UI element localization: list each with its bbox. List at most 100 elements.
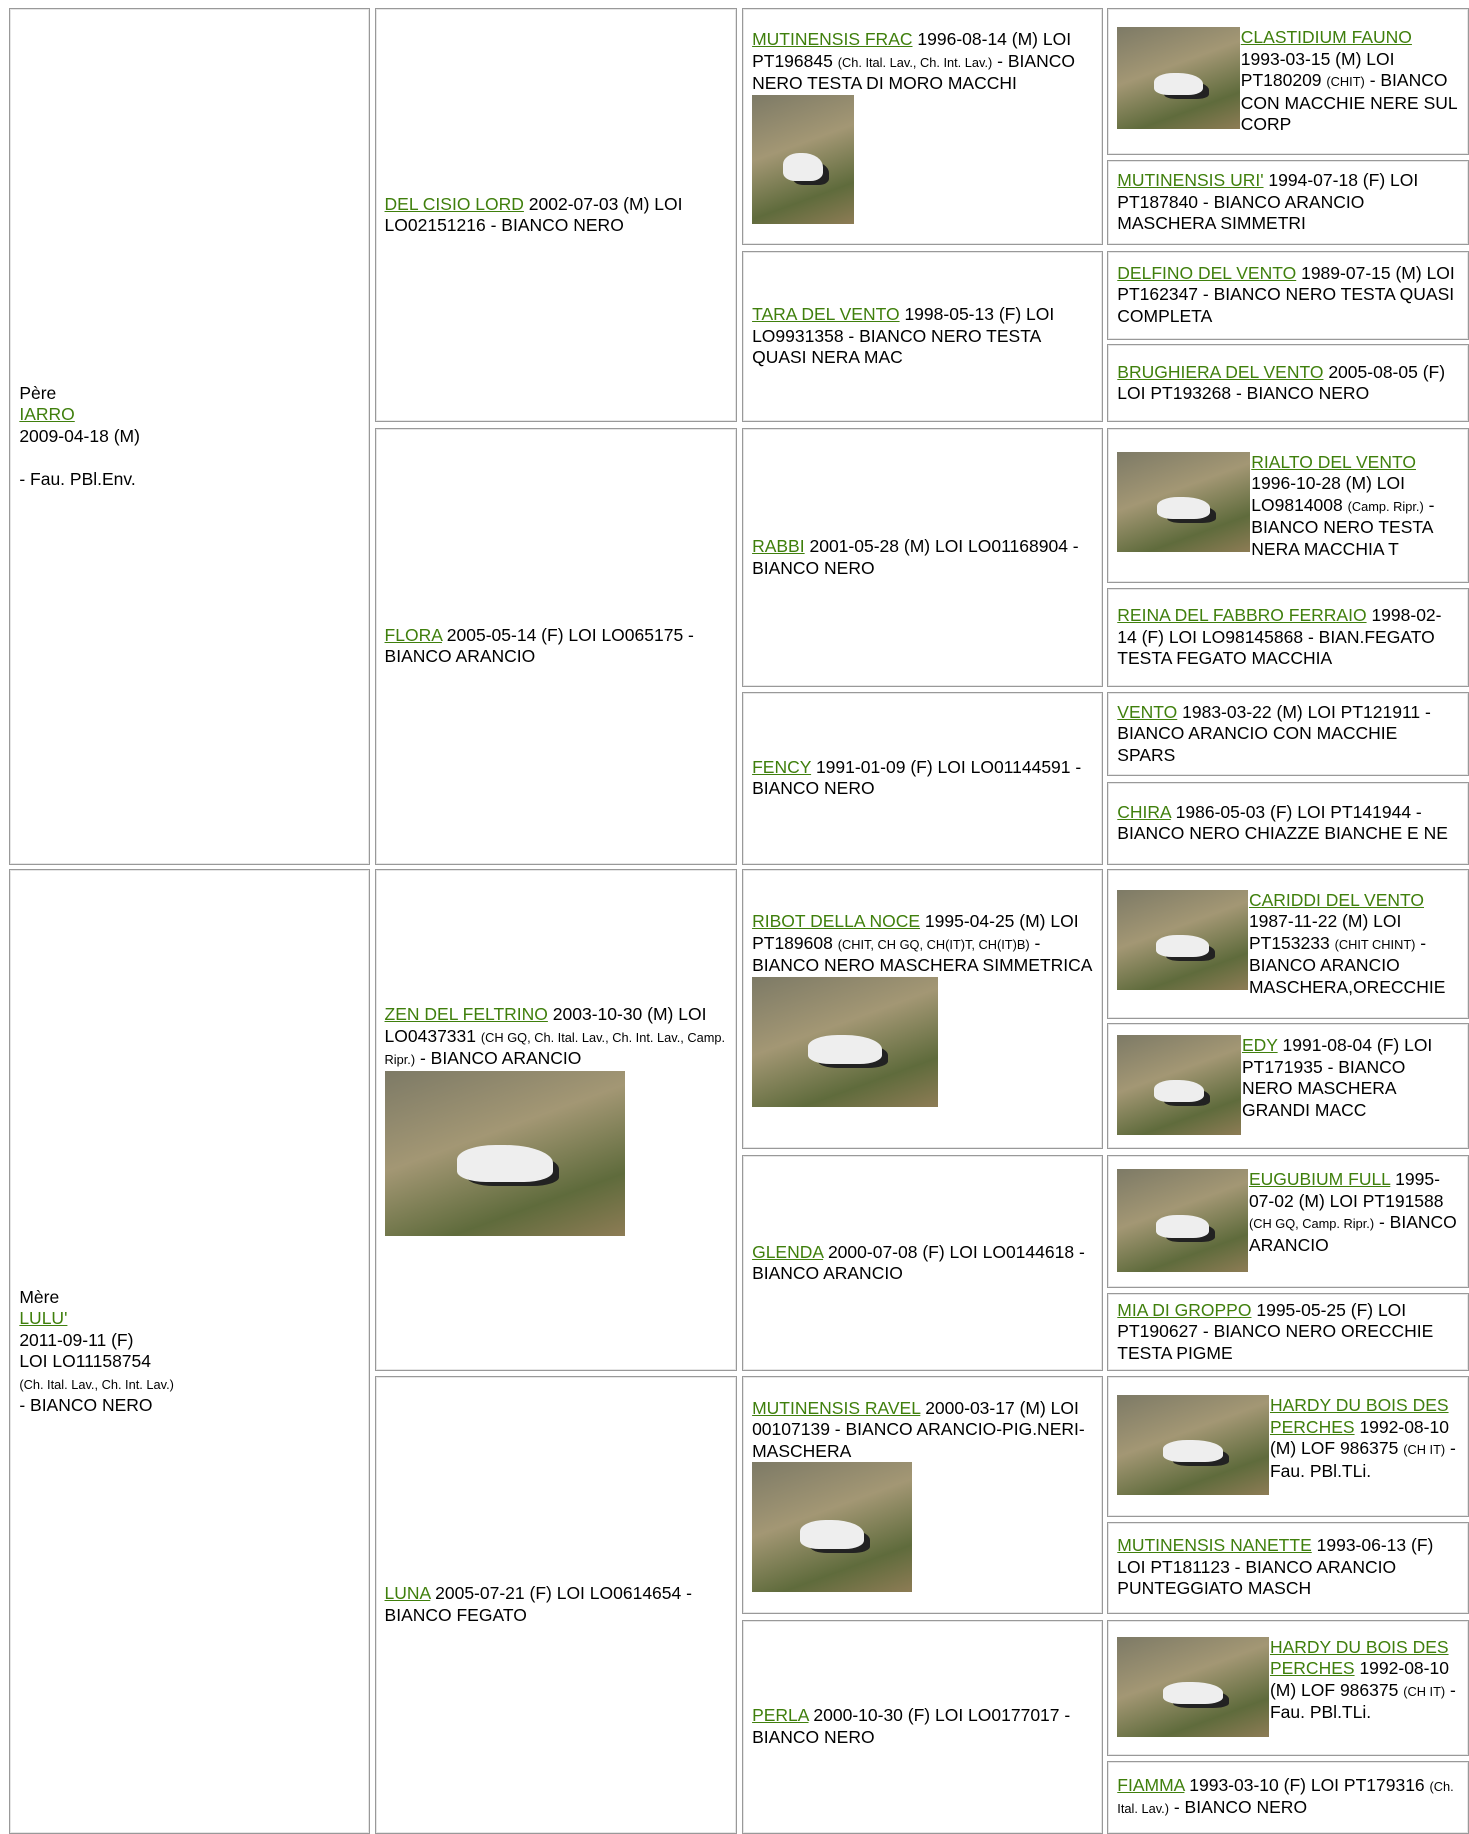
- cell-content: BRUGHIERA DEL VENTO 2005-08-05 (F) LOI P…: [1117, 362, 1459, 405]
- ancestor-info: 1994-07-18 (F) LOI PT187840 - BIANCO ARA…: [1117, 170, 1419, 234]
- ancestor-info: - Fau. PBl.TLi.: [1269, 1679, 1456, 1723]
- ancestor-name[interactable]: RABBI: [752, 536, 805, 557]
- dog-photo: [1117, 1395, 1269, 1496]
- ancestor-info: - BIANCO ARANCIO MASCHERA,ORECCHIE: [1248, 932, 1446, 997]
- dog-photo: [1117, 889, 1248, 991]
- dog-photo: [752, 1462, 912, 1592]
- ancestor-info: 2001-05-28 (M) LOI LO01168904 - BIANCO N…: [752, 536, 1079, 578]
- pedigree-cell: VENTO 1983-03-22 (M) LOI PT121911 - BIAN…: [1107, 691, 1469, 776]
- cell-content: MUTINENSIS URI' 1994-07-18 (F) LOI PT187…: [1117, 170, 1459, 235]
- detail-line: 2011-09-11 (F): [19, 1329, 134, 1350]
- pedigree-cell: DELFINO DEL VENTO 1989-07-15 (M) LOI PT1…: [1107, 250, 1469, 340]
- pedigree-cell: MUTINENSIS URI' 1994-07-18 (F) LOI PT187…: [1107, 159, 1469, 246]
- ancestor-info: - BIANCO NERO TESTA NERA MACCHIA T: [1251, 494, 1435, 559]
- pedigree-cell: HARDY DU BOIS DES PERCHES 1992-08-10 (M)…: [1107, 1619, 1469, 1757]
- ancestor-name[interactable]: PERLA: [752, 1705, 809, 1726]
- ancestor-name[interactable]: RIALTO DEL VENTO: [1251, 451, 1416, 472]
- pedigree-cell: RIALTO DEL VENTO 1996-10-28 (M) LOI LO98…: [1107, 428, 1469, 584]
- ancestor-info: 1993-03-15 (M) LOI PT180209: [1240, 48, 1395, 91]
- pedigree-cell: CLASTIDIUM FAUNO 1993-03-15 (M) LOI PT18…: [1107, 8, 1469, 156]
- cell-content: Père IARRO 2009-04-18 (M) - Fau. PBl.Env.: [19, 383, 360, 491]
- ancestor-info: 1983-03-22 (M) LOI PT121911 - BIANCO ARA…: [1117, 701, 1431, 765]
- ancestor-info: 2005-05-14 (F) LOI LO065175 - BIANCO ARA…: [384, 624, 694, 667]
- ancestor-name[interactable]: EDY: [1241, 1035, 1278, 1056]
- ancestor-info: 1995-07-02 (M) LOI PT191588: [1248, 1169, 1444, 1211]
- ancestor-name[interactable]: REINA DEL FABBRO FERRAIO: [1117, 605, 1367, 626]
- pedigree-cell: DEL CISIO LORD 2002-07-03 (M) LOI LO0215…: [374, 8, 738, 423]
- cell-content: CLASTIDIUM FAUNO 1993-03-15 (M) LOI PT18…: [1117, 27, 1459, 136]
- pedigree-cell: EUGUBIUM FULL 1995-07-02 (M) LOI PT19158…: [1107, 1155, 1469, 1289]
- cell-content: CHIRA 1986-05-03 (F) LOI PT141944 - BIAN…: [1117, 802, 1459, 845]
- ancestor-info: 2000-03-17 (M) LOI 00107139 - BIANCO ARA…: [752, 1397, 1085, 1461]
- ancestor-name[interactable]: FENCY: [752, 756, 812, 777]
- ancestor-name[interactable]: FIAMMA: [1117, 1774, 1185, 1795]
- titles: (Ch. Ital. Lav., Ch. Int. Lav.): [19, 1376, 174, 1392]
- ancestor-name[interactable]: CLASTIDIUM FAUNO: [1240, 27, 1412, 48]
- titles: (Camp. Ripr.): [1347, 498, 1424, 514]
- ancestor-name[interactable]: EUGUBIUM FULL: [1248, 1169, 1391, 1190]
- cell-content: DELFINO DEL VENTO 1989-07-15 (M) LOI PT1…: [1117, 263, 1459, 328]
- ancestor-name[interactable]: CHIRA: [1117, 801, 1171, 822]
- ancestor-name[interactable]: MUTINENSIS FRAC: [752, 29, 913, 50]
- ancestor-name[interactable]: CARIDDI DEL VENTO: [1248, 889, 1424, 910]
- cell-content: FLORA 2005-05-14 (F) LOI LO065175 - BIAN…: [385, 625, 728, 668]
- ancestor-name[interactable]: DEL CISIO LORD: [384, 193, 524, 214]
- titles: (CHIT CHINT): [1334, 936, 1416, 952]
- ancestor-name[interactable]: MUTINENSIS URI': [1117, 170, 1264, 191]
- cell-content: FENCY 1991-01-09 (F) LOI LO01144591 - BI…: [752, 757, 1093, 800]
- ancestor-name[interactable]: HARDY DU BOIS DES PERCHES: [1269, 1395, 1449, 1437]
- ancestor-name[interactable]: MUTINENSIS NANETTE: [1117, 1535, 1312, 1556]
- ancestor-name[interactable]: VENTO: [1117, 701, 1178, 722]
- cell-content: GLENDA 2000-07-08 (F) LOI LO0144618 - BI…: [752, 1242, 1093, 1285]
- pedigree-cell: MUTINENSIS FRAC 1996-08-14 (M) LOI PT196…: [742, 8, 1103, 246]
- pedigree-cell: PERLA 2000-10-30 (F) LOI LO0177017 - BIA…: [742, 1619, 1103, 1834]
- ancestor-info: - BIANCO CON MACCHIE NERE SUL CORP: [1240, 70, 1457, 135]
- pedigree-cell: MIA DI GROPPO 1995-05-25 (F) LOI PT19062…: [1107, 1292, 1469, 1371]
- ancestor-name[interactable]: IARRO: [19, 404, 75, 425]
- ancestor-name[interactable]: GLENDA: [752, 1241, 824, 1262]
- ancestor-info: 1996-08-14 (M) LOI PT196845: [752, 29, 1072, 71]
- cell-content: RABBI 2001-05-28 (M) LOI LO01168904 - BI…: [752, 536, 1093, 579]
- titles: (CH IT): [1403, 1442, 1446, 1458]
- ancestor-name[interactable]: DELFINO DEL VENTO: [1117, 262, 1297, 283]
- ancestor-name[interactable]: BRUGHIERA DEL VENTO: [1117, 361, 1324, 382]
- titles: (Ch. Ital. Lav., Ch. Int. Lav.): [837, 54, 993, 70]
- ancestor-name[interactable]: MUTINENSIS RAVEL: [752, 1397, 921, 1418]
- ancestor-info: 1987-11-22 (M) LOI PT153233: [1248, 911, 1402, 953]
- ancestor-info: - BIANCO NERO: [1173, 1797, 1308, 1818]
- ancestor-info: 1992-08-10 (M) LOF 986375: [1269, 1416, 1449, 1459]
- pedigree-cell: RIBOT DELLA NOCE 1995-04-25 (M) LOI PT18…: [742, 869, 1103, 1150]
- pedigree-cell: EDY 1991-08-04 (F) LOI PT171935 - BIANCO…: [1107, 1023, 1469, 1150]
- ancestor-name[interactable]: FLORA: [384, 624, 442, 645]
- ancestor-info: 2002-07-03 (M) LOI LO02151216 - BIANCO N…: [384, 193, 683, 236]
- ancestor-info: 1993-06-13 (F) LOI PT181123 - BIANCO ARA…: [1117, 1535, 1434, 1599]
- ancestor-name[interactable]: RIBOT DELLA NOCE: [752, 911, 921, 932]
- pedigree-cell: ZEN DEL FELTRINO 2003-10-30 (M) LOI LO04…: [374, 869, 738, 1371]
- ancestor-name[interactable]: LULU': [19, 1308, 68, 1329]
- ancestor-name[interactable]: ZEN DEL FELTRINO: [384, 1004, 548, 1025]
- pedigree-cell: FIAMMA 1993-03-10 (F) LOI PT179316 (Ch. …: [1107, 1760, 1469, 1834]
- detail-line: - Fau. PBl.Env.: [19, 468, 136, 489]
- dog-photo: [1117, 1035, 1241, 1136]
- dog-photo: [752, 94, 854, 225]
- detail-line: - BIANCO NERO: [19, 1395, 153, 1416]
- pedigree-cell: RABBI 2001-05-28 (M) LOI LO01168904 - BI…: [742, 428, 1103, 688]
- titles: (CH GQ, Camp. Ripr.): [1248, 1216, 1375, 1232]
- ancestor-info: 2000-10-30 (F) LOI LO0177017 - BIANCO NE…: [752, 1705, 1071, 1747]
- ancestor-info: - Fau. PBl.TLi.: [1269, 1438, 1456, 1481]
- cell-content: HARDY DU BOIS DES PERCHES 1992-08-10 (M)…: [1117, 1395, 1459, 1497]
- parent-label: Mère: [19, 1286, 60, 1307]
- ancestor-name[interactable]: MIA DI GROPPO: [1117, 1299, 1252, 1320]
- cell-content: TARA DEL VENTO 1998-05-13 (F) LOI LO9931…: [752, 304, 1093, 369]
- ancestor-name[interactable]: TARA DEL VENTO: [752, 304, 900, 325]
- cell-content: CARIDDI DEL VENTO 1987-11-22 (M) LOI PT1…: [1117, 889, 1459, 999]
- ancestor-info: 1998-02-14 (F) LOI LO98145868 - BIAN.FEG…: [1117, 605, 1442, 669]
- cell-content: MUTINENSIS NANETTE 1993-06-13 (F) LOI PT…: [1117, 1535, 1459, 1600]
- ancestor-info: 1986-05-03 (F) LOI PT141944 - BIANCO NER…: [1117, 801, 1448, 844]
- cell-content: ZEN DEL FELTRINO 2003-10-30 (M) LOI LO04…: [384, 1004, 728, 1237]
- name-line: IARRO: [19, 404, 360, 426]
- dog-photo: [384, 1070, 625, 1237]
- ancestor-name[interactable]: HARDY DU BOIS DES PERCHES: [1269, 1636, 1449, 1679]
- pedigree-cell: MUTINENSIS NANETTE 1993-06-13 (F) LOI PT…: [1107, 1521, 1469, 1614]
- ancestor-name[interactable]: LUNA: [384, 1583, 431, 1604]
